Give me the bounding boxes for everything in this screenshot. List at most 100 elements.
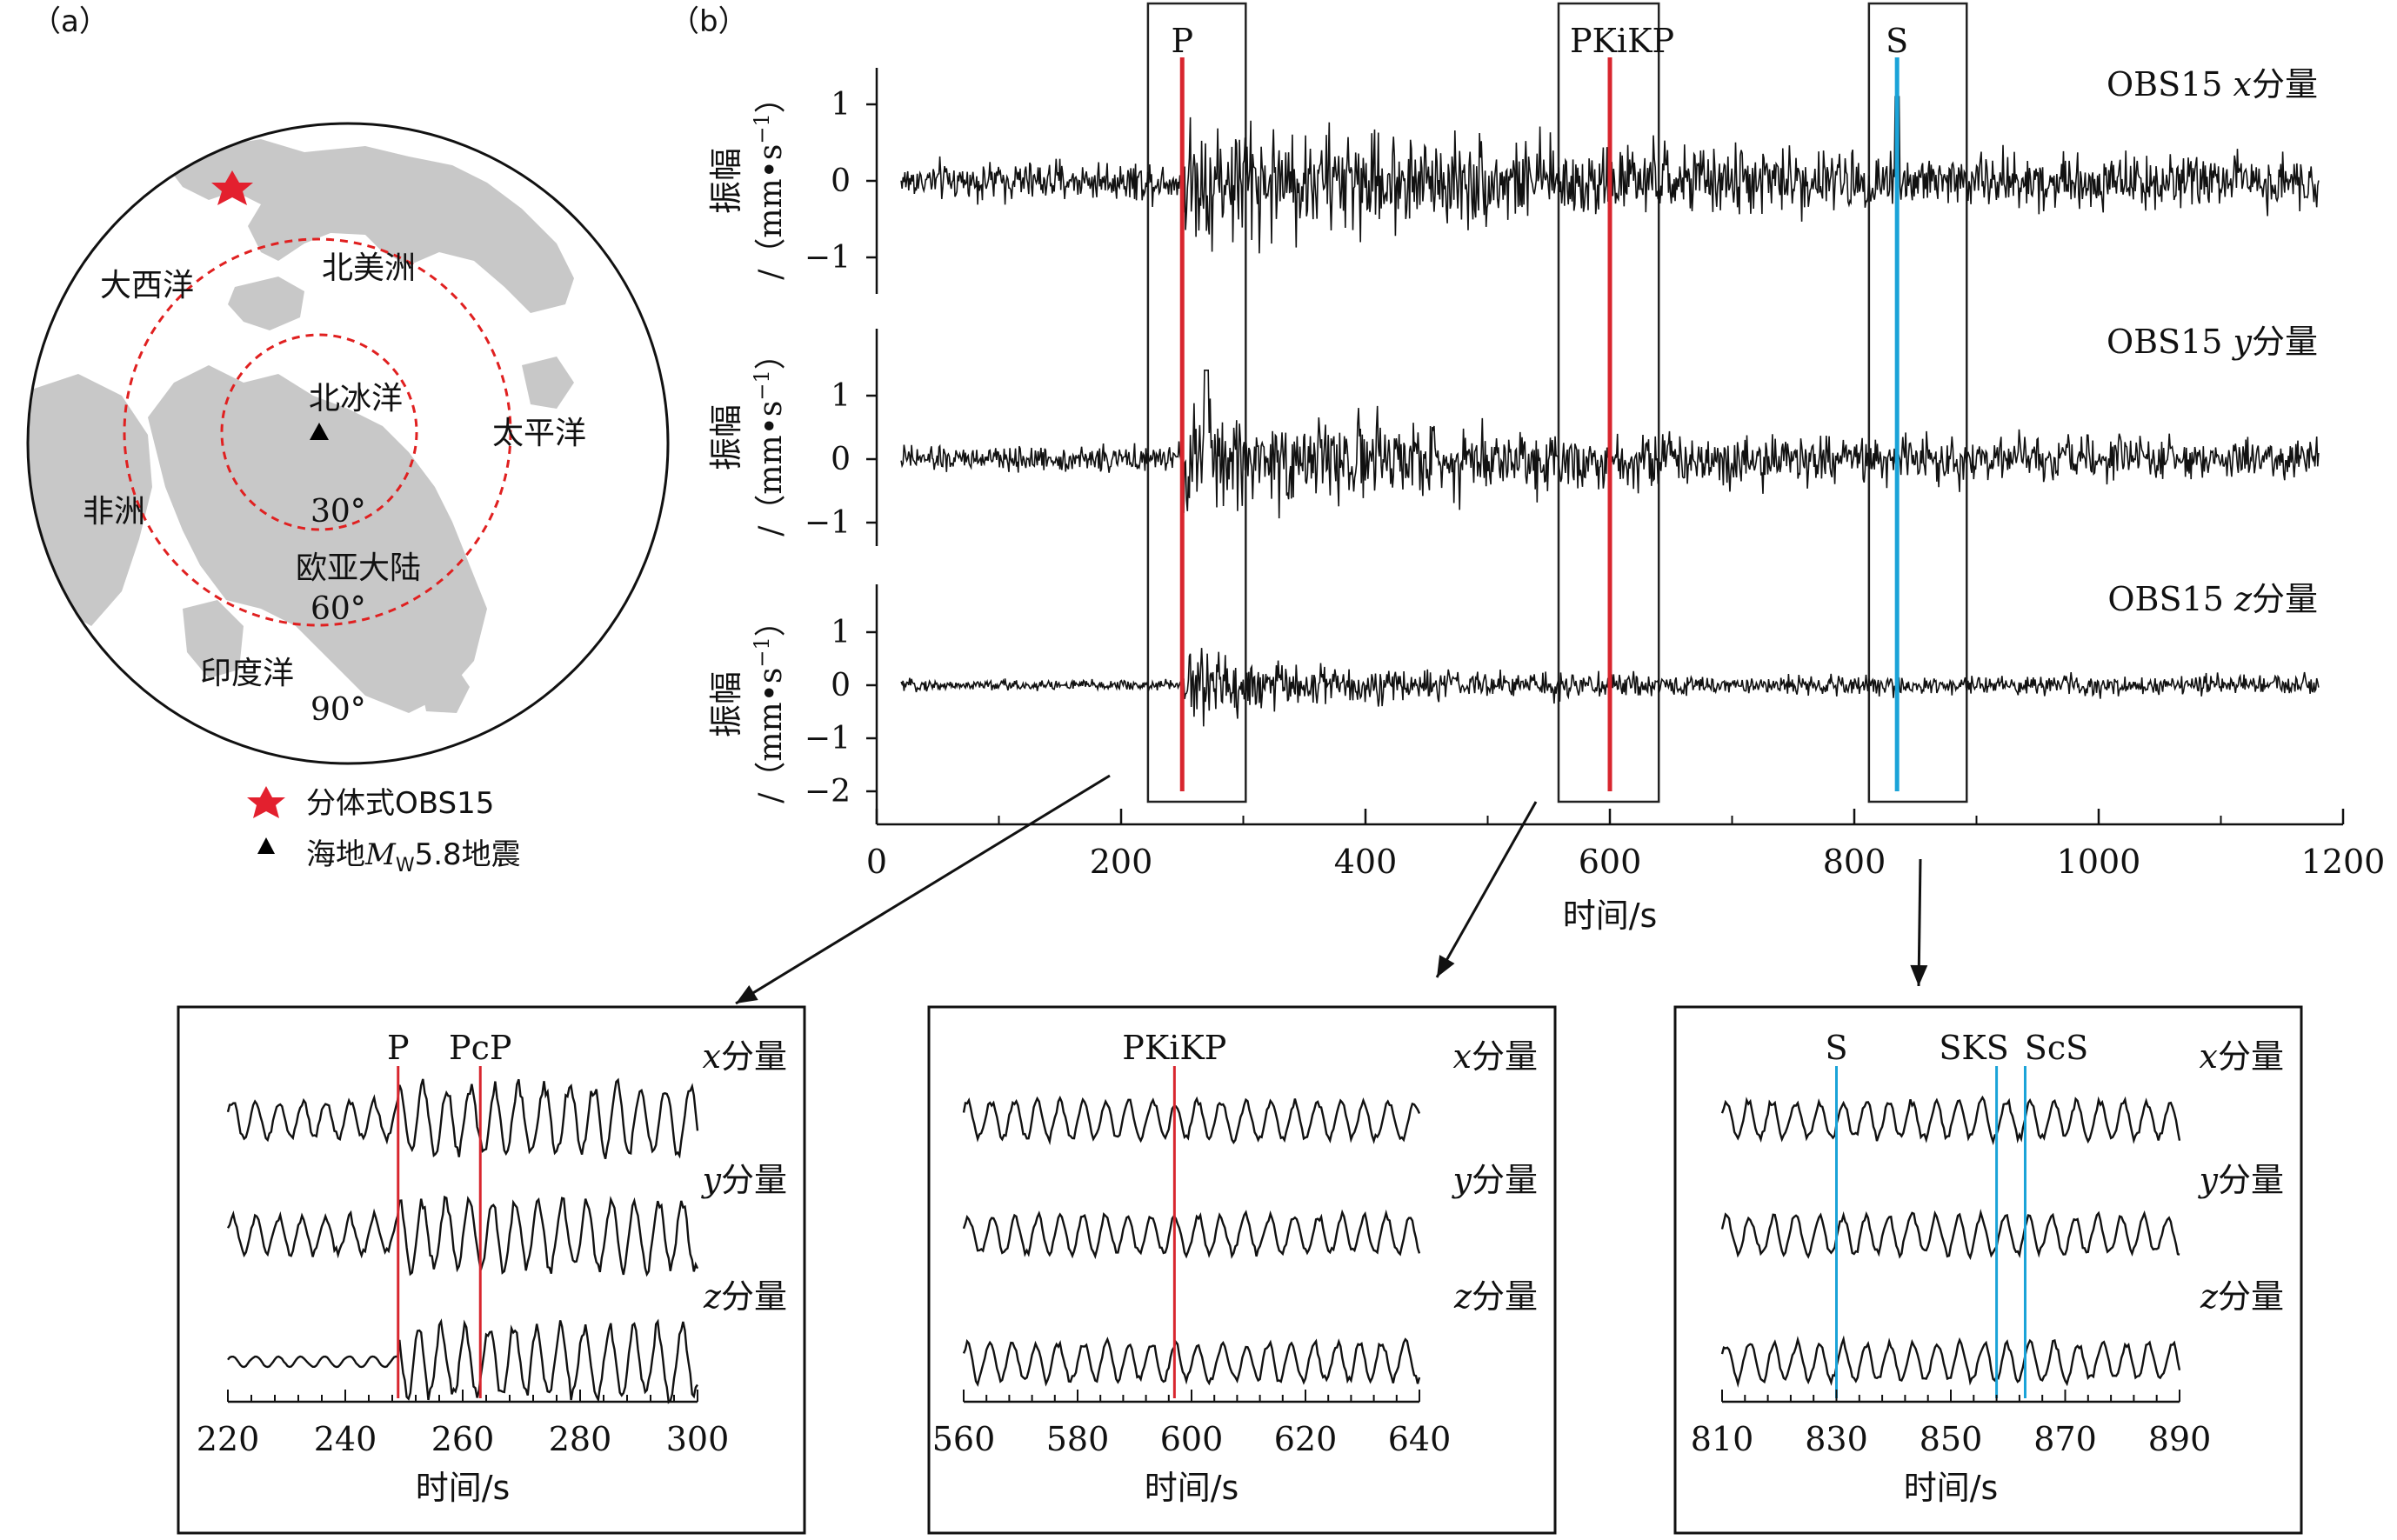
y-label-unit: /（mm•s−1） — [750, 338, 789, 537]
y-label-main: 振幅 — [707, 148, 745, 214]
y-label-unit-post: ） — [753, 338, 789, 370]
inset-frame — [1673, 1005, 2303, 1535]
channel-suffix: 分量 — [2252, 580, 2318, 618]
panel-b-label: （b） — [670, 4, 748, 39]
inset-comp-label-z: z分量 — [703, 1277, 787, 1316]
x-axis-label: 时间/s — [1563, 897, 1658, 935]
zoom-arrow-head — [1437, 955, 1455, 977]
label-indian-ocean: 印度洋 — [200, 656, 294, 691]
map-legend: 分体式OBS15 海地MW5.8地震 — [247, 786, 521, 877]
inset-x-tick-label: 300 — [666, 1420, 730, 1458]
channel-comp: y — [2232, 323, 2253, 361]
inset-comp-suffix: 分量 — [721, 1037, 787, 1076]
y-tick-label: 1 — [831, 87, 851, 123]
y-label-unit-post: ） — [753, 605, 789, 637]
channel-label-z: OBS15 z分量 — [2107, 580, 2318, 618]
inset-comp-suffix: 分量 — [2218, 1037, 2284, 1076]
legend-station-label: 分体式OBS15 — [306, 786, 494, 821]
label-arctic-ocean: 北冰洋 — [309, 381, 403, 417]
legend-eq-sub: W — [396, 855, 415, 877]
label-pacific: 太平洋 — [492, 416, 586, 451]
y-tick-label: 0 — [831, 442, 851, 477]
channel-suffix: 分量 — [2252, 65, 2318, 103]
y-label-unit-sup: −1 — [750, 113, 774, 143]
label-atlantic: 大西洋 — [100, 268, 194, 303]
inset-comp-label-x: x分量 — [1453, 1037, 1538, 1076]
label-30deg: 30° — [310, 494, 366, 530]
label-africa: 非洲 — [83, 494, 145, 530]
zoom-arrow-head — [1910, 964, 1928, 986]
y-tick-label: 1 — [831, 615, 851, 650]
inset-comp-label-y: y分量 — [701, 1161, 787, 1199]
inset-x-tick-label: 580 — [1046, 1420, 1110, 1458]
inset-trace-y — [1720, 1208, 2180, 1261]
channel-prefix: OBS15 — [2107, 580, 2234, 618]
inset-frame — [927, 1005, 1557, 1535]
x-tick-label: 600 — [1579, 843, 1642, 881]
channel-comp: x — [2233, 65, 2252, 103]
station-star-icon — [211, 170, 253, 205]
y-axis-label: 振幅/（mm•s−1） — [707, 338, 789, 537]
inset-x-tick-label: 890 — [2148, 1420, 2212, 1458]
inset-trace-y — [962, 1209, 1421, 1260]
inset-x-tick-label: 260 — [431, 1420, 495, 1458]
panel-b: （b） 10−1振幅/（mm•s−1） OBS15 x分量10−1振幅/（mm•s… — [670, 2, 2385, 1005]
globe-outline — [26, 122, 670, 765]
inset-comp: x — [2200, 1037, 2218, 1076]
phase-label-P: P — [1171, 22, 1193, 60]
inset-phase-label-PKiKP: PKiKP — [1122, 1029, 1226, 1067]
inset-x-axis-label: 时间/s — [416, 1469, 511, 1507]
y-label-main: 振幅 — [707, 404, 745, 470]
panel-a: （a） 大西洋 北美洲 北冰洋 太平洋 非洲 欧亚大陆 印度洋 3 — [26, 4, 670, 877]
label-90deg: 90° — [310, 692, 366, 728]
inset-trace-z — [962, 1337, 1421, 1388]
phase-window-box — [1867, 2, 1968, 803]
inset-comp-label-y: y分量 — [1452, 1161, 1538, 1199]
inset-x-tick-label: 870 — [2033, 1420, 2097, 1458]
y-tick-label: −2 — [805, 774, 851, 810]
legend-eq-prefix: 海地 — [306, 837, 365, 872]
ring-30deg — [220, 333, 418, 531]
zoom-arrow — [735, 774, 1111, 1005]
zoom-arrow — [1435, 801, 1538, 978]
channel-prefix: OBS15 — [2107, 323, 2233, 361]
phase-window-box — [1557, 2, 1660, 803]
y-label-unit-pre: /（mm•s — [753, 668, 789, 803]
globe-map — [28, 123, 668, 763]
inset-comp-label-x: x分量 — [703, 1037, 787, 1076]
y-tick-label: 0 — [831, 668, 851, 703]
inset-comp: z — [703, 1277, 722, 1316]
eurasia-landmass — [148, 365, 487, 713]
inset-comp-label-z: z分量 — [2200, 1277, 2284, 1316]
inset-comp-suffix: 分量 — [1472, 1277, 1538, 1316]
inset-trace-z — [227, 1318, 698, 1404]
channel-suffix: 分量 — [2252, 323, 2318, 361]
inset-phase-label-ScS: ScS — [2025, 1029, 2088, 1067]
inset-x-tick-label: 850 — [1920, 1420, 1983, 1458]
zoom-arrow — [1917, 858, 1922, 987]
inset-x-tick-label: 240 — [314, 1420, 377, 1458]
phase-window-box — [1146, 2, 1247, 803]
channel-prefix: OBS15 — [2107, 65, 2233, 103]
panel-a-label: （a） — [31, 4, 109, 39]
inset-x-tick-label: 280 — [549, 1420, 612, 1458]
inset-comp-label-z: z分量 — [1453, 1277, 1538, 1316]
phase-label-PKiKP: PKiKP — [1570, 22, 1674, 60]
y-label-main: 振幅 — [707, 671, 745, 737]
ring-60deg — [123, 237, 512, 627]
inset-trace-y — [226, 1195, 699, 1277]
inset-x-axis-label: 时间/s — [1145, 1469, 1239, 1507]
scandinavia-landmass — [183, 396, 239, 452]
y-tick-label: −1 — [805, 240, 851, 276]
africa-landmass — [28, 374, 152, 626]
x-tick-label: 1000 — [2057, 843, 2141, 881]
legend-eq-M: M — [364, 837, 397, 872]
legend-earthquake-label: 海地MW5.8地震 — [306, 837, 521, 877]
x-tick-label: 400 — [1334, 843, 1398, 881]
inset-comp: y — [2198, 1161, 2219, 1199]
y-label-unit-pre: /（mm•s — [753, 401, 789, 537]
inset-phase-label-PcP: PcP — [449, 1029, 511, 1067]
